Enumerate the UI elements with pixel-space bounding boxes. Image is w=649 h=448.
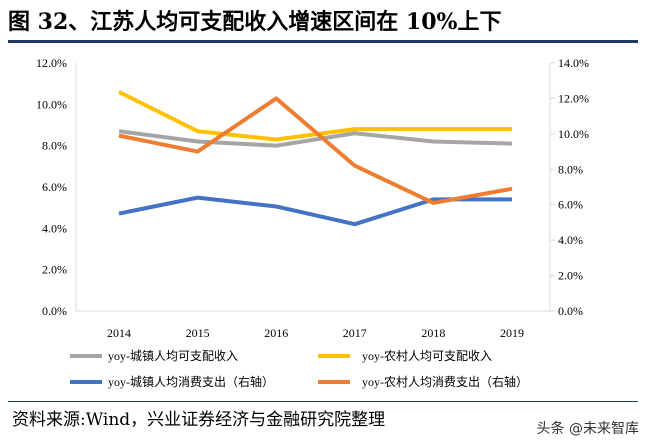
source-rule: [8, 401, 638, 402]
x-tick-label: 2018: [421, 326, 445, 340]
legend-label: yoy-农村人均可支配收入: [362, 349, 492, 363]
x-tick-label: 2014: [107, 326, 131, 340]
legend-label: yoy-城镇人均消费支出（右轴）: [108, 374, 274, 389]
right-tick-label: 12.0%: [558, 91, 589, 105]
x-tick-label: 2019: [500, 326, 524, 340]
right-tick-label: 4.0%: [558, 233, 583, 247]
series-line-2: [118, 195, 512, 227]
x-tick-label: 2017: [343, 326, 367, 340]
series-line-0: [118, 129, 513, 148]
chart-title: 图 32、江苏人均可支配收入增速区间在 10%上下: [8, 9, 502, 35]
right-tick-label: 8.0%: [558, 162, 583, 176]
right-tick-label: 14.0%: [558, 56, 589, 70]
left-tick-label: 4.0%: [42, 221, 67, 235]
series-line-3: [118, 96, 513, 205]
watermark: 头条 @未来智库: [536, 421, 639, 437]
legend-label: yoy-农村人均消费支出（右轴）: [362, 374, 528, 389]
left-tick-label: 8.0%: [42, 139, 67, 153]
left-tick-label: 6.0%: [42, 180, 67, 194]
x-tick-label: 2016: [264, 326, 288, 340]
left-tick-label: 2.0%: [42, 263, 67, 277]
x-tick-label: 2015: [186, 326, 210, 340]
source-note: 资料来源:Wind，兴业证券经济与金融研究院整理: [12, 410, 386, 430]
left-tick-label: 10.0%: [36, 97, 67, 111]
right-tick-label: 10.0%: [558, 127, 589, 141]
line-chart: 0.0% 2.0% 4.0% 6.0% 8.0% 10.0% 12.0% 0.0% 2.0% 4.…: [36, 56, 589, 389]
left-tick-label: 12.0%: [36, 56, 67, 70]
title-rule: [8, 40, 638, 43]
right-tick-label: 2.0%: [558, 269, 583, 283]
left-tick-label: 0.0%: [42, 304, 67, 318]
legend-label: yoy-城镇人均可支配收入: [108, 349, 238, 363]
right-tick-label: 6.0%: [558, 198, 583, 212]
right-tick-label: 0.0%: [558, 304, 583, 318]
